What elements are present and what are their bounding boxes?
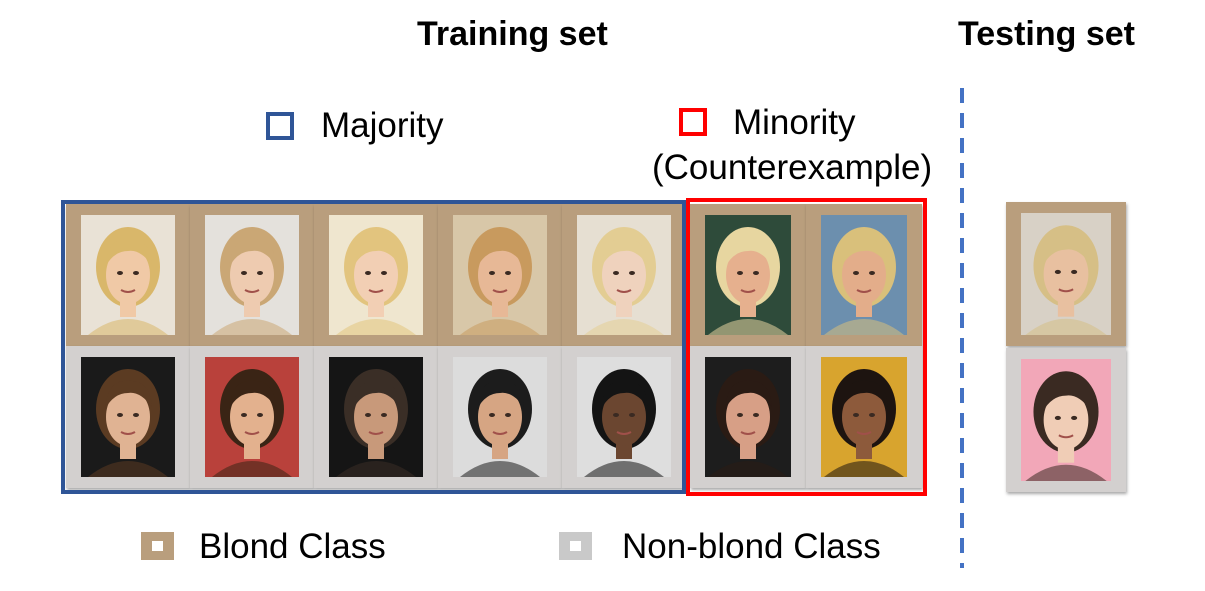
face-blond-woman-1 [81, 215, 175, 335]
majority-legend-swatch [266, 112, 294, 140]
photo-frame [205, 215, 299, 335]
minority-legend-swatch [679, 108, 707, 136]
photo-frame [705, 357, 791, 477]
train-test-divider [960, 88, 964, 568]
photo-tile [438, 346, 562, 488]
photo-tile [66, 346, 190, 488]
photo-tile [690, 204, 806, 346]
photo-tile [562, 346, 686, 488]
photo-frame [81, 357, 175, 477]
nonblond-class-swatch [559, 532, 592, 560]
face-test-dark-hair-woman [1021, 359, 1111, 481]
photo-tile [190, 346, 314, 488]
photo-frame [329, 215, 423, 335]
photo-tile [690, 346, 806, 488]
photo-tile [1006, 348, 1126, 492]
majority-frame [61, 200, 686, 494]
face-dark-hair-woman-2 [821, 357, 907, 477]
photo-frame [1021, 213, 1111, 335]
photo-frame [453, 215, 547, 335]
training-set-title: Training set [417, 15, 608, 53]
face-blond-man-2 [821, 215, 907, 335]
photo-frame [705, 215, 791, 335]
photo-frame [1021, 359, 1111, 481]
face-dark-hair-man-3 [329, 357, 423, 477]
blond-class-swatch [141, 532, 174, 560]
photo-tile [190, 204, 314, 346]
photo-frame [821, 357, 907, 477]
photo-tile [314, 346, 438, 488]
minority-legend-note: (Counterexample) [652, 148, 933, 187]
face-dark-hair-man-5 [577, 357, 671, 477]
photo-frame [577, 357, 671, 477]
face-test-blond-man [1021, 213, 1111, 335]
face-dark-hair-man-4 [453, 357, 547, 477]
photo-frame [453, 357, 547, 477]
nonblond-class-label: Non-blond Class [622, 527, 881, 566]
photo-tile [66, 204, 190, 346]
blond-class-label: Blond Class [199, 527, 386, 566]
photo-tile [806, 204, 922, 346]
face-dark-hair-man-2 [205, 357, 299, 477]
photo-tile [1006, 202, 1126, 346]
testing-set-title: Testing set [958, 15, 1135, 53]
photo-tile [314, 204, 438, 346]
photo-frame [329, 357, 423, 477]
photo-frame [205, 357, 299, 477]
photo-frame [81, 215, 175, 335]
face-blond-man-1 [705, 215, 791, 335]
photo-tile [562, 204, 686, 346]
photo-frame [577, 215, 671, 335]
photo-frame [821, 215, 907, 335]
minority-legend-label: Minority [733, 103, 856, 142]
face-blond-woman-4 [453, 215, 547, 335]
face-dark-hair-woman-1 [705, 357, 791, 477]
face-blond-woman-3 [329, 215, 423, 335]
face-blond-woman-2 [205, 215, 299, 335]
majority-legend-label: Majority [321, 106, 444, 145]
face-blond-woman-5 [577, 215, 671, 335]
photo-tile [806, 346, 922, 488]
face-dark-hair-man-1 [81, 357, 175, 477]
minority-frame [686, 198, 927, 496]
photo-tile [438, 204, 562, 346]
